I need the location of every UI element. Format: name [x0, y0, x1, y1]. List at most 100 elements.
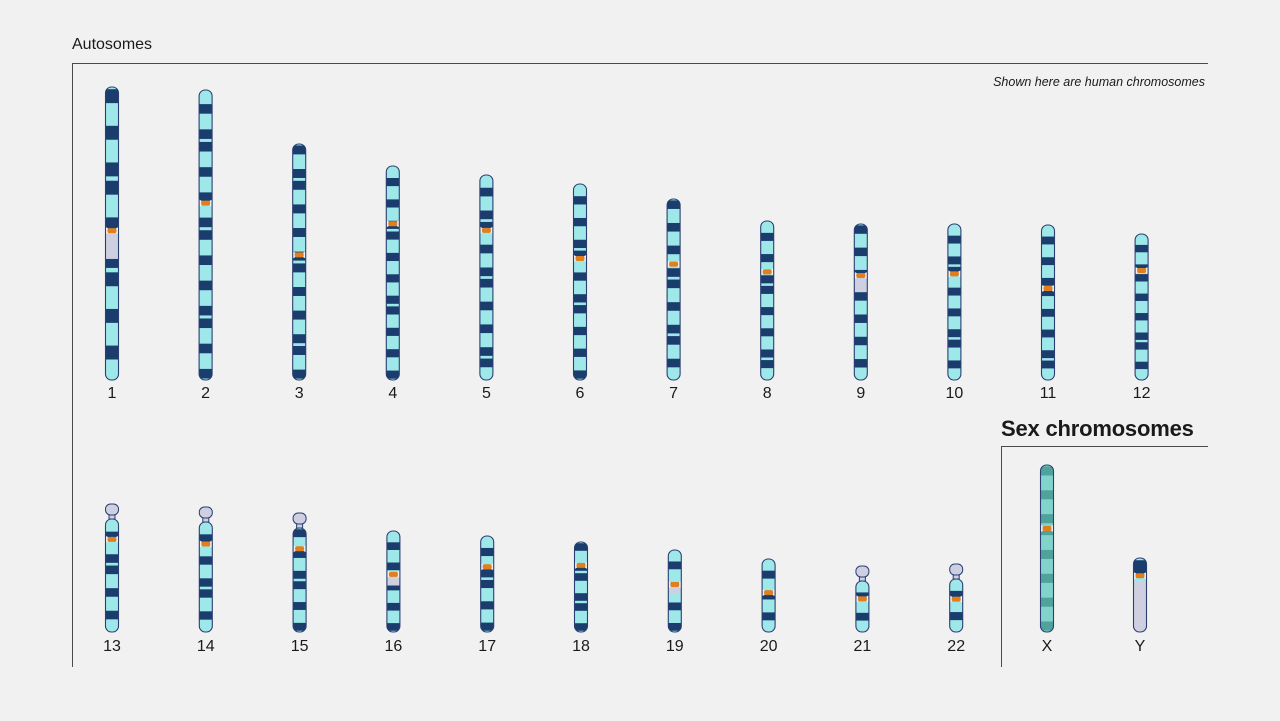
chromosome-5-band	[479, 347, 493, 356]
autosomes-top-rule	[72, 63, 1208, 64]
chromosome-2-band	[199, 167, 213, 177]
chromosome-12-band	[1135, 313, 1149, 321]
chromosome-10-band	[947, 266, 961, 275]
chromosome-5-centromere	[481, 227, 491, 233]
chromosome-3-band	[292, 228, 306, 237]
sex-top-rule	[1001, 446, 1208, 447]
chromosome-9-band	[854, 336, 868, 346]
chromosome-1-band	[105, 162, 119, 177]
chromosome-label-5: 5	[482, 385, 491, 402]
chromosome-20-band	[762, 612, 776, 621]
chromosome-7-band	[667, 268, 681, 277]
chromosome-14-centromere	[201, 541, 211, 547]
chromosome-17: 17	[478, 535, 496, 655]
chromosome-4-band	[386, 349, 400, 358]
chromosome-17-band	[480, 547, 494, 557]
chromosome-6-band	[573, 239, 587, 249]
chromosome-21-satellite	[855, 565, 870, 578]
chromosome-8-band	[760, 275, 774, 284]
chromosome-16: 16	[385, 530, 403, 655]
chromosome-label-x: X	[1042, 638, 1053, 655]
chromosome-4-band	[386, 327, 400, 336]
chromosome-y-centromere	[1135, 573, 1145, 579]
chromosome-17-band	[480, 601, 494, 610]
chromosome-15-band	[293, 550, 307, 558]
chromosome-19-heterochromatin	[668, 586, 682, 594]
chromosome-1: 1	[104, 86, 120, 402]
chromosome-1-heterochromatin	[105, 232, 119, 259]
chromosome-2-band	[199, 192, 213, 202]
chromosome-9-centromere	[856, 272, 866, 278]
chromosome-2-band	[199, 104, 213, 114]
chromosome-label-18: 18	[572, 638, 590, 655]
chromosome-10-band	[947, 329, 961, 338]
chromosome-5-band	[479, 324, 493, 334]
chromosome-10-band	[947, 360, 961, 369]
chromosome-x-band	[1040, 549, 1054, 559]
chromosome-y-band	[1133, 560, 1147, 575]
chromosome-12-band	[1135, 293, 1149, 301]
chromosome-label-16: 16	[385, 638, 403, 655]
chromosome-11-band	[1041, 277, 1055, 286]
chromosome-15-band	[293, 602, 307, 610]
chromosome-y: Y	[1132, 557, 1148, 655]
chromosome-label-11: 11	[1040, 385, 1057, 402]
chromosome-label-3: 3	[295, 385, 304, 402]
chromosome-9-outline	[853, 223, 868, 381]
chromosome-15-band	[293, 570, 307, 579]
chromosome-17-band	[480, 622, 494, 631]
chromosome-15-outline	[292, 527, 307, 633]
chromosome-10-band	[947, 308, 961, 317]
chromosome-13-satellite	[105, 503, 119, 516]
chromosome-label-4: 4	[388, 385, 397, 402]
chromosome-11-band	[1041, 350, 1055, 359]
chromosome-7-band	[667, 200, 681, 209]
chromosome-1-band	[105, 180, 119, 195]
chromosome-15-band	[293, 529, 307, 538]
chromosome-4-centromere	[388, 221, 398, 227]
chromosome-8-band	[760, 232, 774, 241]
chromosome-2-band	[199, 318, 213, 329]
chromosome-18-band	[574, 593, 588, 601]
chromosome-2: 2	[198, 89, 213, 402]
chromosome-8-outline	[760, 220, 775, 381]
chromosome-label-21: 21	[854, 638, 872, 655]
chromosome-11-band	[1041, 329, 1055, 338]
chromosome-12: 12	[1133, 233, 1151, 402]
chromosome-14-band	[199, 589, 213, 598]
chromosome-11-centromere	[1043, 286, 1053, 292]
chromosome-label-7: 7	[669, 385, 678, 402]
chromosome-17-band	[480, 569, 494, 578]
chromosome-19-band	[668, 602, 682, 611]
chromosome-12-outline	[1134, 233, 1149, 381]
chromosome-20-band	[762, 591, 776, 600]
chromosome-8-band	[760, 307, 774, 316]
chromosome-15-centromere	[295, 546, 305, 552]
chromosome-15-stalk	[296, 523, 304, 529]
autosomes-left-rule	[72, 63, 73, 667]
chromosome-5-band	[479, 278, 493, 288]
chromosome-6-band	[573, 196, 587, 205]
chromosome-17-band	[480, 579, 494, 589]
chromosome-label-1: 1	[108, 385, 117, 402]
chromosome-x-band	[1040, 621, 1054, 631]
chromosome-5-band	[479, 267, 493, 277]
chromosome-y-heterochromatin	[1133, 581, 1147, 632]
chromosome-9-heterochromatin	[854, 277, 868, 292]
chromosome-11-band	[1041, 360, 1055, 369]
chromosome-6-centromere	[575, 255, 585, 261]
chromosome-5-band	[479, 187, 493, 197]
chromosome-5-band	[479, 358, 493, 368]
chromosome-10-centromere	[949, 271, 959, 277]
chromosome-12-band	[1135, 342, 1149, 350]
chromosome-11-band	[1041, 308, 1055, 317]
chromosome-6-band	[573, 217, 587, 227]
sex-chromosomes-title: Sex chromosomes	[1001, 416, 1194, 441]
chromosome-label-20: 20	[760, 638, 778, 655]
chromosome-6: 6	[572, 183, 588, 402]
chromosome-4-outline	[385, 165, 400, 381]
chromosome-7-band	[667, 245, 681, 255]
chromosome-21-centromere	[857, 596, 867, 602]
chromosome-3-band	[292, 263, 306, 273]
chromosome-3-band	[292, 310, 306, 320]
